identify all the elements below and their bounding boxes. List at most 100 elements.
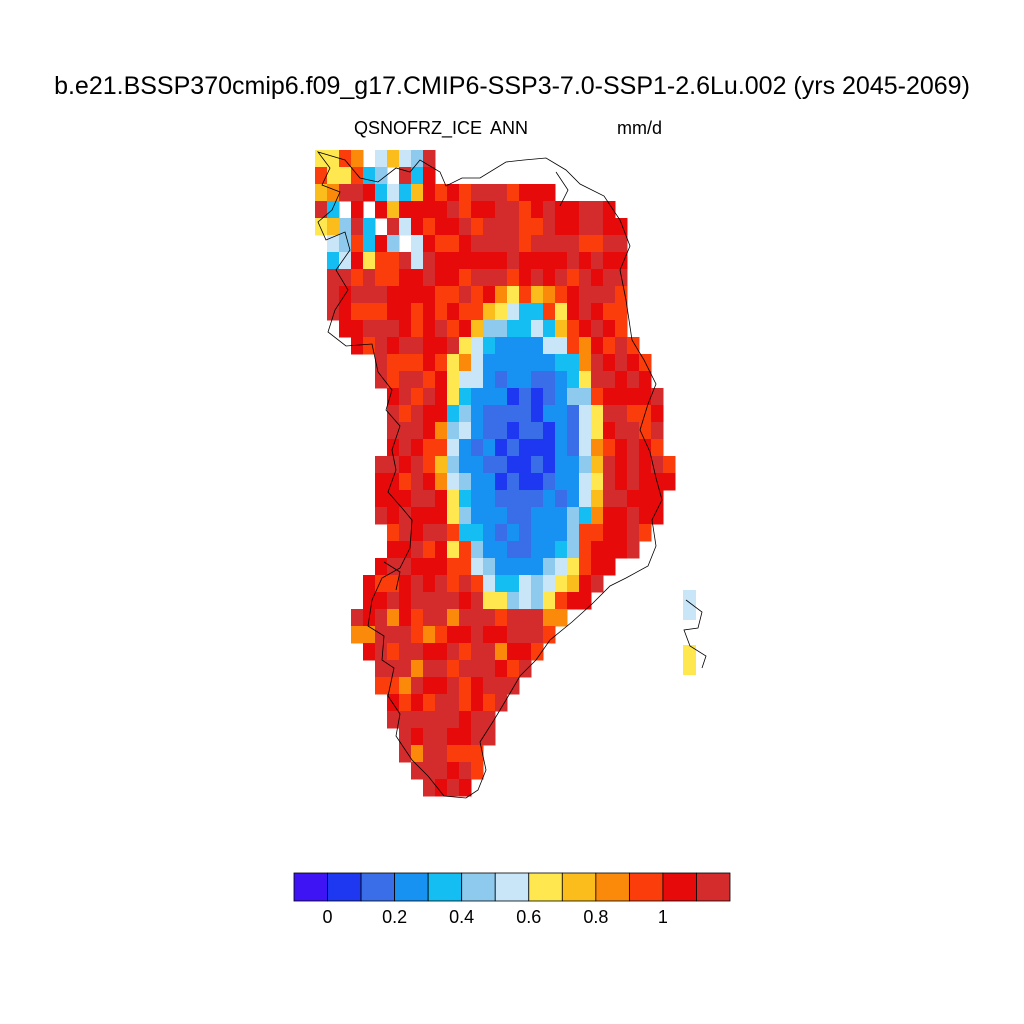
map-cell bbox=[447, 201, 460, 219]
map-cell bbox=[387, 184, 400, 202]
map-cell bbox=[507, 626, 520, 644]
map-cell bbox=[507, 541, 520, 559]
map-cell bbox=[387, 558, 400, 576]
map-cell bbox=[495, 422, 508, 440]
map-cell bbox=[507, 269, 520, 287]
map-cell bbox=[387, 626, 400, 644]
map-cell bbox=[447, 762, 460, 780]
map-cell bbox=[591, 541, 604, 559]
map-cell bbox=[651, 422, 664, 440]
map-cell bbox=[579, 524, 592, 542]
map-cell bbox=[363, 269, 376, 287]
map-cell bbox=[423, 762, 436, 780]
map-cell bbox=[615, 473, 628, 491]
map-cell bbox=[447, 643, 460, 661]
map-cell bbox=[495, 507, 508, 525]
map-cell bbox=[519, 337, 532, 355]
map-cell bbox=[471, 269, 484, 287]
map-cell bbox=[543, 473, 556, 491]
map-cell bbox=[327, 218, 340, 236]
map-cell bbox=[387, 269, 400, 287]
map-cell bbox=[447, 490, 460, 508]
map-cell bbox=[375, 609, 388, 627]
map-cell bbox=[615, 218, 628, 236]
map-cell bbox=[567, 439, 580, 457]
map-cell bbox=[423, 303, 436, 321]
map-cell bbox=[423, 490, 436, 508]
map-cell bbox=[411, 575, 424, 593]
map-cell bbox=[351, 201, 364, 219]
map-cell bbox=[603, 218, 616, 236]
map-cell bbox=[459, 337, 472, 355]
map-cell bbox=[471, 643, 484, 661]
map-cell bbox=[507, 235, 520, 253]
map-cell bbox=[555, 558, 568, 576]
map-cell bbox=[447, 711, 460, 729]
map-cell bbox=[399, 490, 412, 508]
map-cell bbox=[639, 490, 652, 508]
map-cell bbox=[471, 745, 484, 763]
map-cell bbox=[495, 524, 508, 542]
map-cell bbox=[459, 524, 472, 542]
map-cell bbox=[591, 405, 604, 423]
map-cell bbox=[387, 507, 400, 525]
map-cell bbox=[471, 456, 484, 474]
map-cell bbox=[423, 677, 436, 695]
map-cell bbox=[483, 371, 496, 389]
map-cell bbox=[555, 456, 568, 474]
map-cell bbox=[423, 235, 436, 253]
map-cell bbox=[495, 218, 508, 236]
map-cell bbox=[519, 541, 532, 559]
map-cell bbox=[435, 422, 448, 440]
map-cell bbox=[471, 762, 484, 780]
map-cell bbox=[435, 507, 448, 525]
map-cell bbox=[435, 626, 448, 644]
map-cell bbox=[435, 558, 448, 576]
map-cell bbox=[435, 762, 448, 780]
map-cell bbox=[591, 422, 604, 440]
map-cell bbox=[483, 541, 496, 559]
map-cell bbox=[435, 235, 448, 253]
map-cell bbox=[531, 643, 544, 661]
map-cell bbox=[603, 303, 616, 321]
map-cell bbox=[519, 490, 532, 508]
map-cell bbox=[435, 201, 448, 219]
map-cell bbox=[531, 235, 544, 253]
map-cell bbox=[591, 286, 604, 304]
map-cell bbox=[579, 337, 592, 355]
map-cell bbox=[555, 490, 568, 508]
map-cell bbox=[447, 728, 460, 746]
map-cell bbox=[483, 252, 496, 270]
map-cell bbox=[603, 439, 616, 457]
map-cell bbox=[519, 643, 532, 661]
map-cell bbox=[555, 541, 568, 559]
map-cell bbox=[471, 337, 484, 355]
map-cell bbox=[495, 371, 508, 389]
map-cell bbox=[543, 609, 556, 627]
map-cell bbox=[507, 422, 520, 440]
map-cell bbox=[543, 592, 556, 610]
map-cell bbox=[591, 371, 604, 389]
map-cell bbox=[591, 354, 604, 372]
map-cell bbox=[459, 235, 472, 253]
map-cell bbox=[615, 524, 628, 542]
map-cell bbox=[459, 422, 472, 440]
map-cell bbox=[387, 456, 400, 474]
map-cell bbox=[507, 456, 520, 474]
map-cell bbox=[543, 235, 556, 253]
map-cell bbox=[555, 524, 568, 542]
map-cell bbox=[447, 541, 460, 559]
map-cell bbox=[375, 507, 388, 525]
map-cell bbox=[447, 575, 460, 593]
map-cell bbox=[411, 456, 424, 474]
map-cell bbox=[483, 405, 496, 423]
map-cell bbox=[363, 575, 376, 593]
map-cell bbox=[591, 524, 604, 542]
map-cells bbox=[315, 150, 696, 797]
map-cell bbox=[507, 388, 520, 406]
map-cell bbox=[339, 269, 352, 287]
map-cell bbox=[507, 405, 520, 423]
map-cell bbox=[531, 388, 544, 406]
map-cell bbox=[423, 422, 436, 440]
